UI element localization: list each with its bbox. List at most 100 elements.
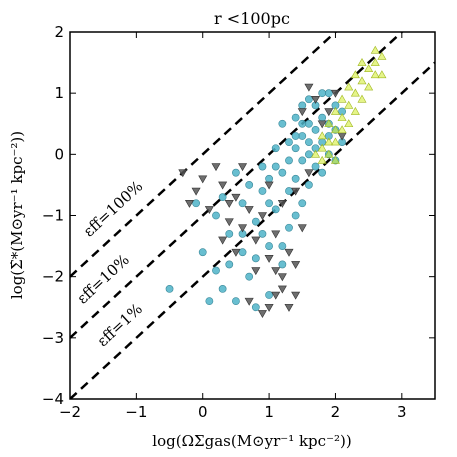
data-point-circle [285, 138, 293, 146]
reference-line-label: εff=100% [80, 177, 147, 240]
data-point-triangle-up [330, 155, 340, 164]
data-point-circle [278, 260, 287, 269]
data-point-circle [192, 199, 200, 208]
data-point-circle [258, 162, 267, 171]
data-point-triangle-up [350, 70, 360, 79]
data-point-circle [245, 272, 254, 281]
data-point-circle [212, 211, 220, 220]
x-tick-label: 0 [198, 403, 208, 421]
data-point-triangle-down [238, 163, 248, 172]
data-point-triangle-up [364, 82, 374, 91]
data-point-triangle-down [238, 224, 248, 233]
data-point-circle [311, 125, 320, 134]
data-point-triangle-down [191, 187, 201, 196]
data-point-circle [291, 144, 300, 153]
data-point-circle [305, 181, 313, 189]
data-point-circle [305, 150, 313, 159]
data-point-triangle-down [244, 206, 254, 214]
data-point-circle [265, 291, 273, 299]
data-point-circle [212, 266, 220, 275]
data-point-circle [291, 113, 300, 122]
data-point-circle [218, 193, 227, 202]
data-point-circle [305, 95, 313, 104]
data-point-triangle-down [251, 267, 261, 276]
data-point-triangle-up [324, 137, 334, 146]
data-point-triangle-down [244, 297, 254, 306]
data-point-triangle-up [324, 119, 334, 128]
data-point-triangle-down [264, 255, 274, 263]
x-tick-label: 2 [331, 403, 341, 421]
y-tick-label: −2 [42, 268, 64, 286]
data-point-circle [298, 199, 307, 208]
data-point-circle [271, 144, 280, 153]
data-point-circle [238, 248, 247, 257]
data-point-triangle-up [330, 125, 340, 134]
data-point-triangle-down [218, 181, 228, 190]
data-point-triangle-down [204, 206, 214, 214]
data-point-triangle-down [231, 193, 241, 202]
y-tick-label: 1 [54, 84, 64, 102]
data-point-triangle-up [324, 149, 334, 158]
reference-line [70, 61, 435, 399]
data-point-circle [198, 248, 207, 257]
data-point-triangle-down [231, 248, 241, 257]
data-point-triangle-down [297, 108, 307, 117]
data-point-triangle-down [330, 89, 340, 98]
data-point-circle [271, 162, 280, 171]
data-point-circle [285, 223, 293, 232]
data-point-triangle-up [377, 51, 387, 60]
data-point-triangle-down [277, 199, 287, 208]
data-point-circle [291, 174, 300, 183]
data-point-triangle-down [264, 303, 274, 312]
data-point-triangle-up [350, 88, 360, 97]
data-point-circle [305, 119, 313, 128]
data-point-triangle-up [317, 155, 327, 164]
data-point-circle [285, 187, 293, 195]
data-point-circle [271, 205, 280, 214]
data-point-circle [298, 132, 307, 140]
data-point-triangle-up [364, 64, 374, 72]
data-point-triangle-up [344, 119, 354, 128]
y-tick-label: 0 [54, 145, 64, 163]
data-point-triangle-down [304, 169, 314, 178]
reference-line [70, 32, 338, 278]
data-point-circle [318, 168, 327, 177]
data-point-circle [318, 89, 327, 98]
data-point-triangle-down [251, 236, 261, 245]
data-point-circle [298, 156, 307, 165]
y-axis-ticks: −4 −3 −2 −1 0 1 2 [42, 23, 435, 408]
data-point-triangle-down [311, 95, 321, 104]
data-point-triangle-up [370, 70, 380, 79]
data-point-triangle-down [271, 267, 281, 276]
data-point-circle [265, 242, 273, 250]
data-point-triangle-up [317, 131, 327, 140]
data-point-triangle-down [271, 230, 281, 239]
data-point-circle [251, 254, 260, 263]
x-tick-label: −2 [59, 403, 81, 421]
data-point-triangle-down [297, 224, 307, 233]
data-point-triangle-up [337, 125, 347, 134]
reference-line-label: εff=1% [93, 300, 145, 350]
data-point-triangle-down [284, 248, 294, 257]
data-point-circle [285, 156, 293, 165]
data-point-circle [278, 168, 287, 177]
data-point-triangle-up [317, 143, 327, 152]
data-point-circle [265, 174, 273, 183]
data-point-circle [265, 199, 273, 208]
data-point-triangle-down [264, 181, 274, 190]
data-point-triangle-up [377, 70, 387, 79]
data-point-triangle-down [337, 132, 347, 141]
data-point-triangle-up [344, 82, 354, 91]
reference-line-label: εff=10% [73, 251, 133, 308]
y-axis-label: log(Σ̇*(M⊙yr⁻¹ kpc⁻²)) [8, 131, 26, 299]
data-point-circle [291, 132, 300, 140]
data-point-triangle-up [311, 149, 321, 158]
data-point-circle [258, 187, 267, 195]
data-point-triangle-down [277, 285, 287, 294]
data-point-triangle-down [211, 163, 221, 172]
data-point-triangle-down [277, 273, 287, 282]
y-tick-label: −4 [42, 390, 64, 408]
reference-line [70, 32, 404, 339]
data-point-triangle-down [291, 261, 301, 270]
